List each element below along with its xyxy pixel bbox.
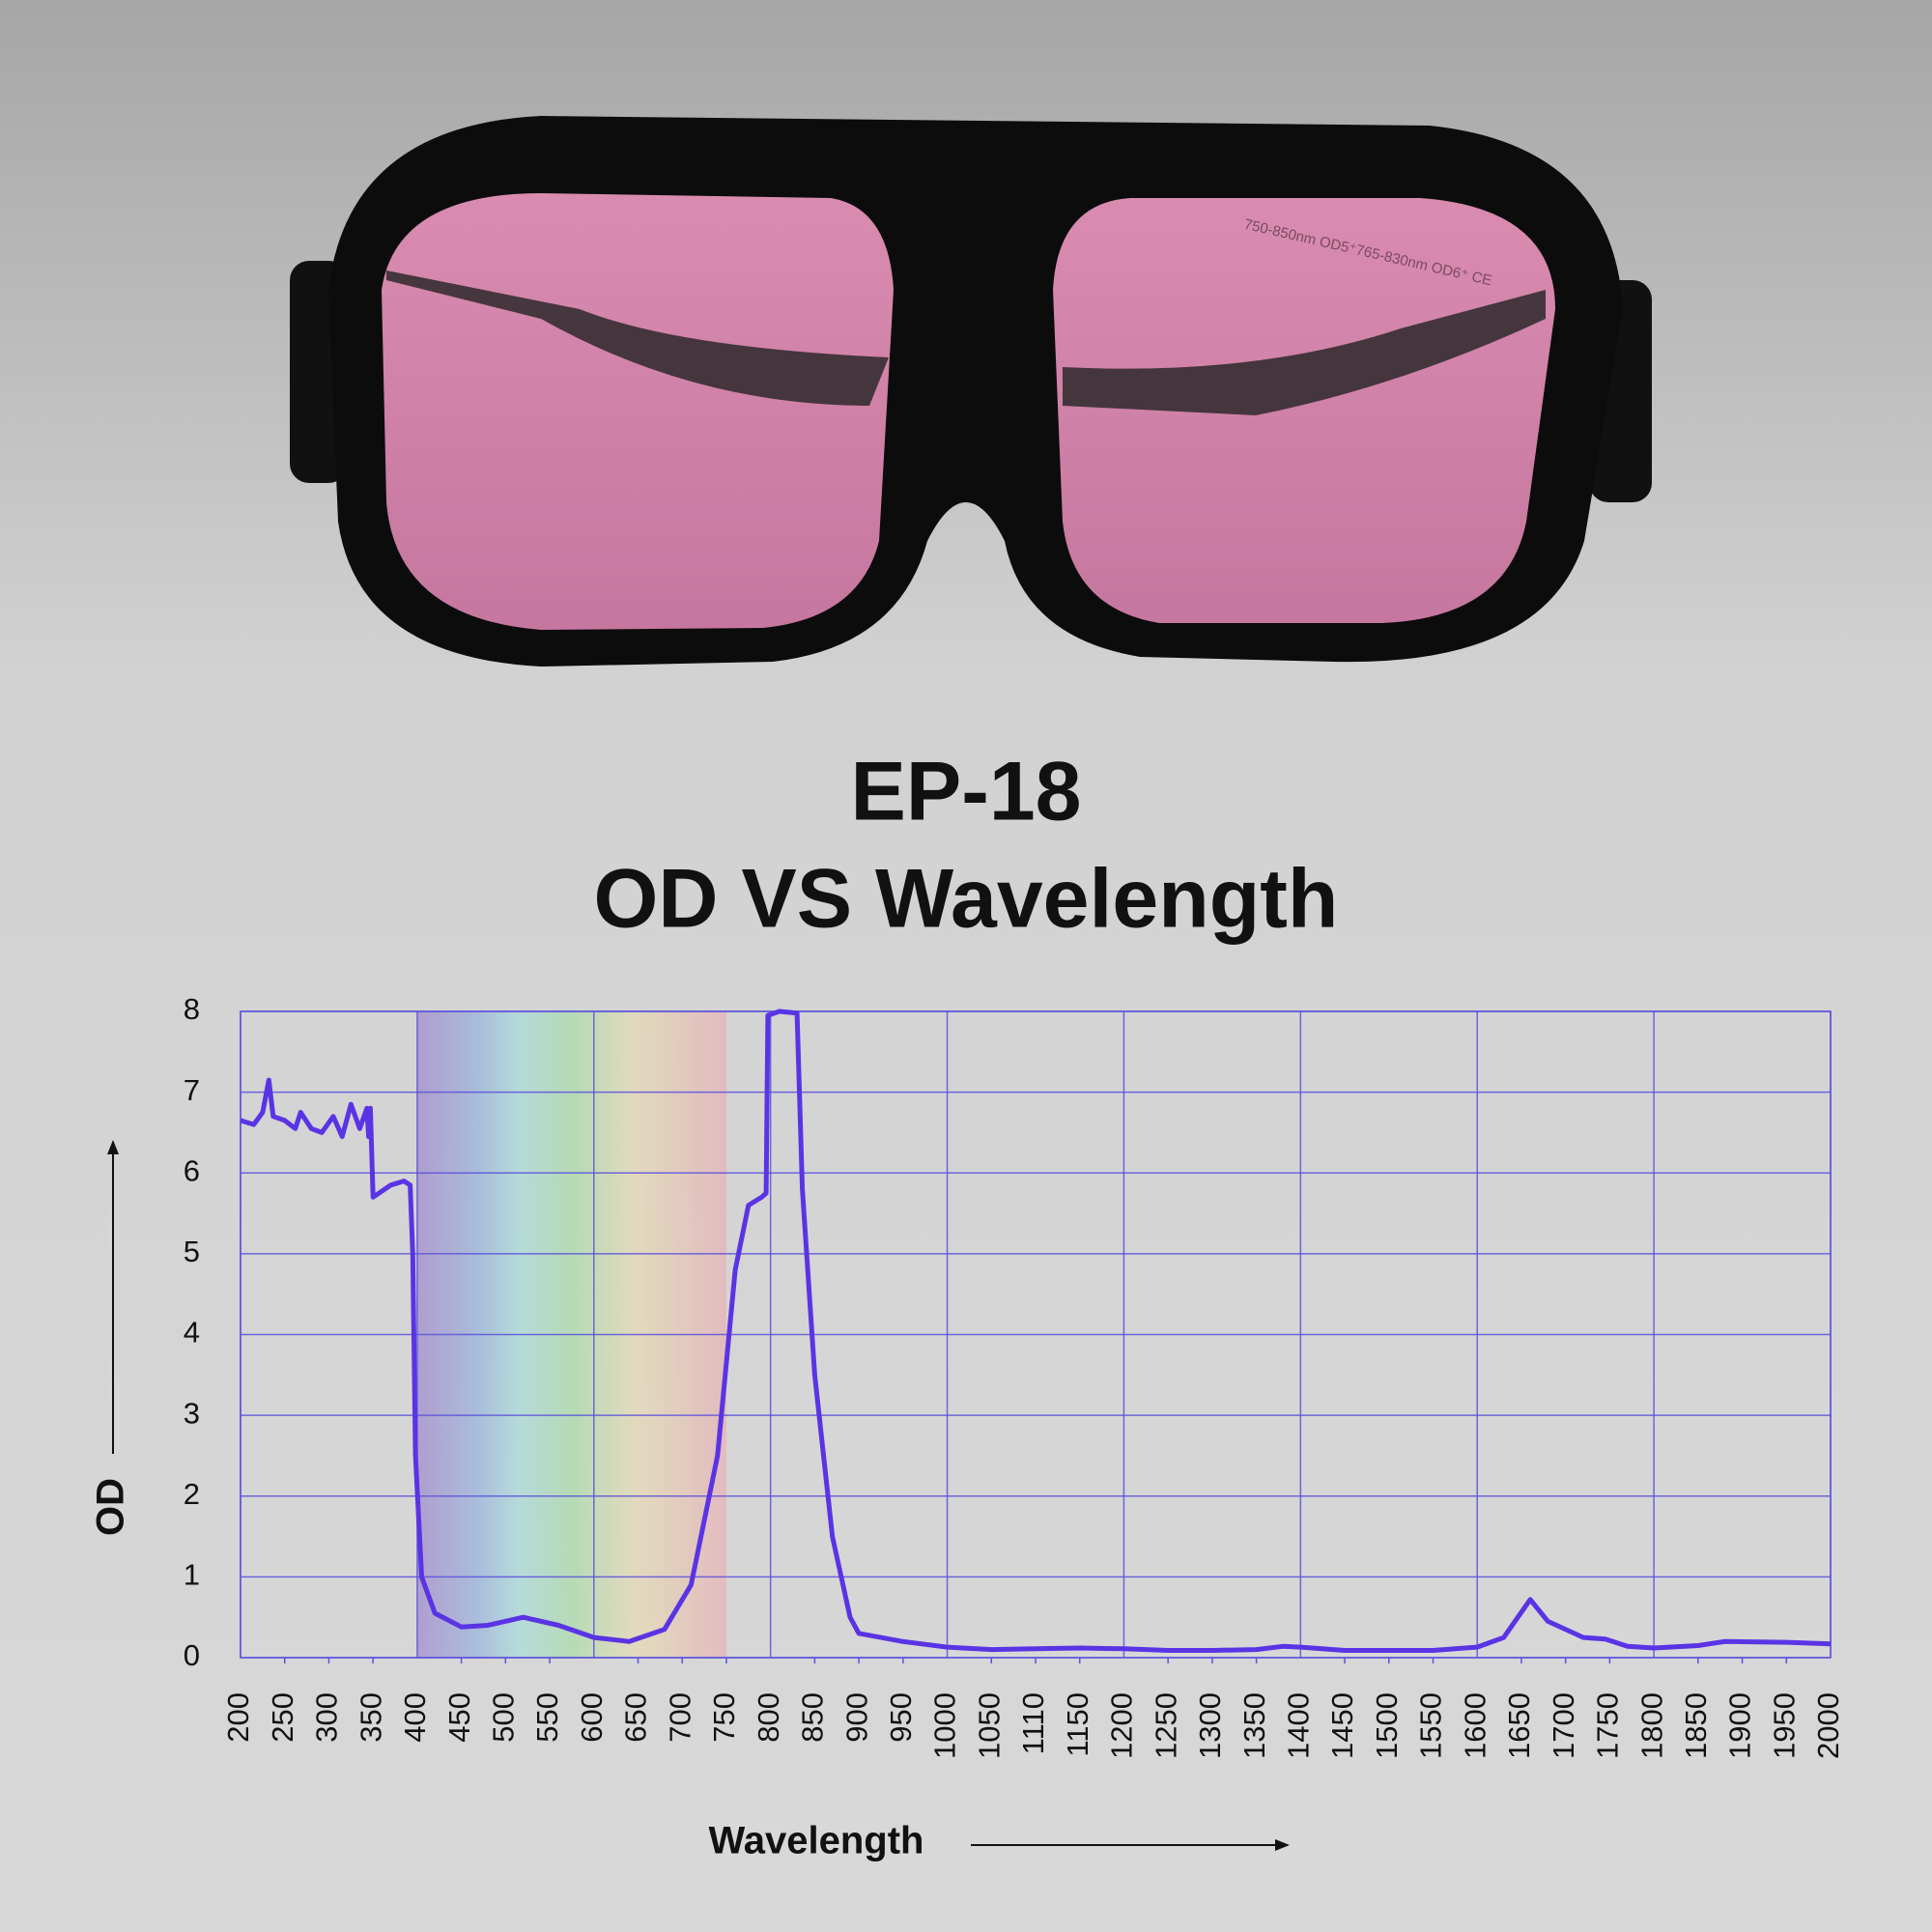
- x-tick-label: 1050: [972, 1692, 1006, 1759]
- y-axis-label: OD: [90, 1478, 132, 1536]
- x-tick-label: 750: [707, 1692, 741, 1743]
- x-tick-label: 1350: [1237, 1692, 1271, 1759]
- x-tick-label: 250: [266, 1692, 299, 1743]
- x-tick-label: 850: [796, 1692, 830, 1743]
- x-tick-label: 1300: [1193, 1692, 1227, 1759]
- y-tick-label: 1: [184, 1558, 200, 1592]
- y-tick-label: 8: [184, 992, 200, 1026]
- x-tick-label: 900: [839, 1692, 873, 1743]
- x-tick-label: 1750: [1591, 1692, 1625, 1759]
- od-line: [240, 1009, 1832, 1653]
- x-tick-label: 1650: [1502, 1692, 1536, 1759]
- goggles: 750-850nm OD5⁺765-830nm OD6⁺ CE: [290, 116, 1652, 667]
- x-tick-label: 1950: [1767, 1692, 1801, 1759]
- y-tick-label: 2: [184, 1477, 200, 1511]
- x-tick-label: 1000: [928, 1692, 962, 1759]
- lens-left: [382, 193, 894, 630]
- chart-subtitle: OD VS Wavelength: [594, 853, 1339, 946]
- y-tick-label: 5: [184, 1235, 200, 1268]
- y-tick-label: 6: [184, 1153, 200, 1187]
- x-tick-label: 1800: [1634, 1692, 1668, 1759]
- x-tick-label: 550: [530, 1692, 564, 1743]
- plot-border: [240, 1010, 1832, 1659]
- x-tick-label: 300: [310, 1692, 344, 1743]
- x-tick-label: 1400: [1282, 1692, 1316, 1759]
- temple-reflection-left: [386, 270, 889, 406]
- x-tick-label: 600: [575, 1692, 609, 1743]
- x-tick-label: 1150: [1061, 1692, 1094, 1757]
- x-tick-label: 1550: [1414, 1692, 1448, 1759]
- y-tick-label: 7: [184, 1073, 200, 1107]
- x-tick-label: 1200: [1105, 1692, 1139, 1759]
- x-tick-label: 650: [619, 1692, 653, 1743]
- x-tick-label: 200: [221, 1692, 255, 1743]
- x-tick-label: 1110: [1016, 1692, 1050, 1754]
- lens-right: [1053, 198, 1555, 623]
- x-axis-arrowhead: [1275, 1839, 1290, 1851]
- x-tick-label: 700: [663, 1692, 696, 1743]
- x-tick-label: 350: [354, 1692, 387, 1743]
- y-tick-label: 0: [184, 1638, 200, 1672]
- x-tick-label: 400: [398, 1692, 432, 1743]
- x-tick-label: 1900: [1723, 1692, 1757, 1759]
- x-tick-label: 2000: [1811, 1692, 1845, 1759]
- x-tick-label: 1500: [1370, 1692, 1404, 1759]
- x-tick-label: 1450: [1325, 1692, 1359, 1759]
- y-axis-arrowhead: [107, 1140, 119, 1154]
- y-tick-label: 3: [184, 1396, 200, 1430]
- chart-title: EP-18: [850, 746, 1081, 838]
- x-tick-label: 1600: [1458, 1692, 1492, 1759]
- x-tick-label: 1250: [1149, 1692, 1182, 1759]
- y-tick-label: 4: [184, 1316, 200, 1350]
- x-tick-label: 1700: [1547, 1692, 1580, 1759]
- x-tick-label: 500: [487, 1692, 521, 1743]
- x-tick-label: 950: [884, 1692, 918, 1743]
- x-axis-label: Wavelength: [709, 1820, 924, 1862]
- x-tick-label: 800: [752, 1692, 785, 1743]
- temple-reflection-right: [1063, 290, 1546, 415]
- x-tick-label: 450: [442, 1692, 476, 1743]
- x-tick-label: 1850: [1679, 1692, 1713, 1759]
